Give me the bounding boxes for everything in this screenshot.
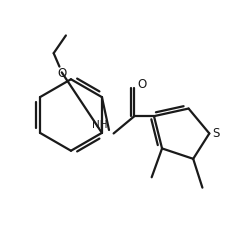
Text: O: O	[137, 77, 146, 90]
Text: S: S	[212, 126, 219, 139]
Text: O: O	[57, 67, 66, 79]
Text: NH: NH	[92, 119, 108, 129]
